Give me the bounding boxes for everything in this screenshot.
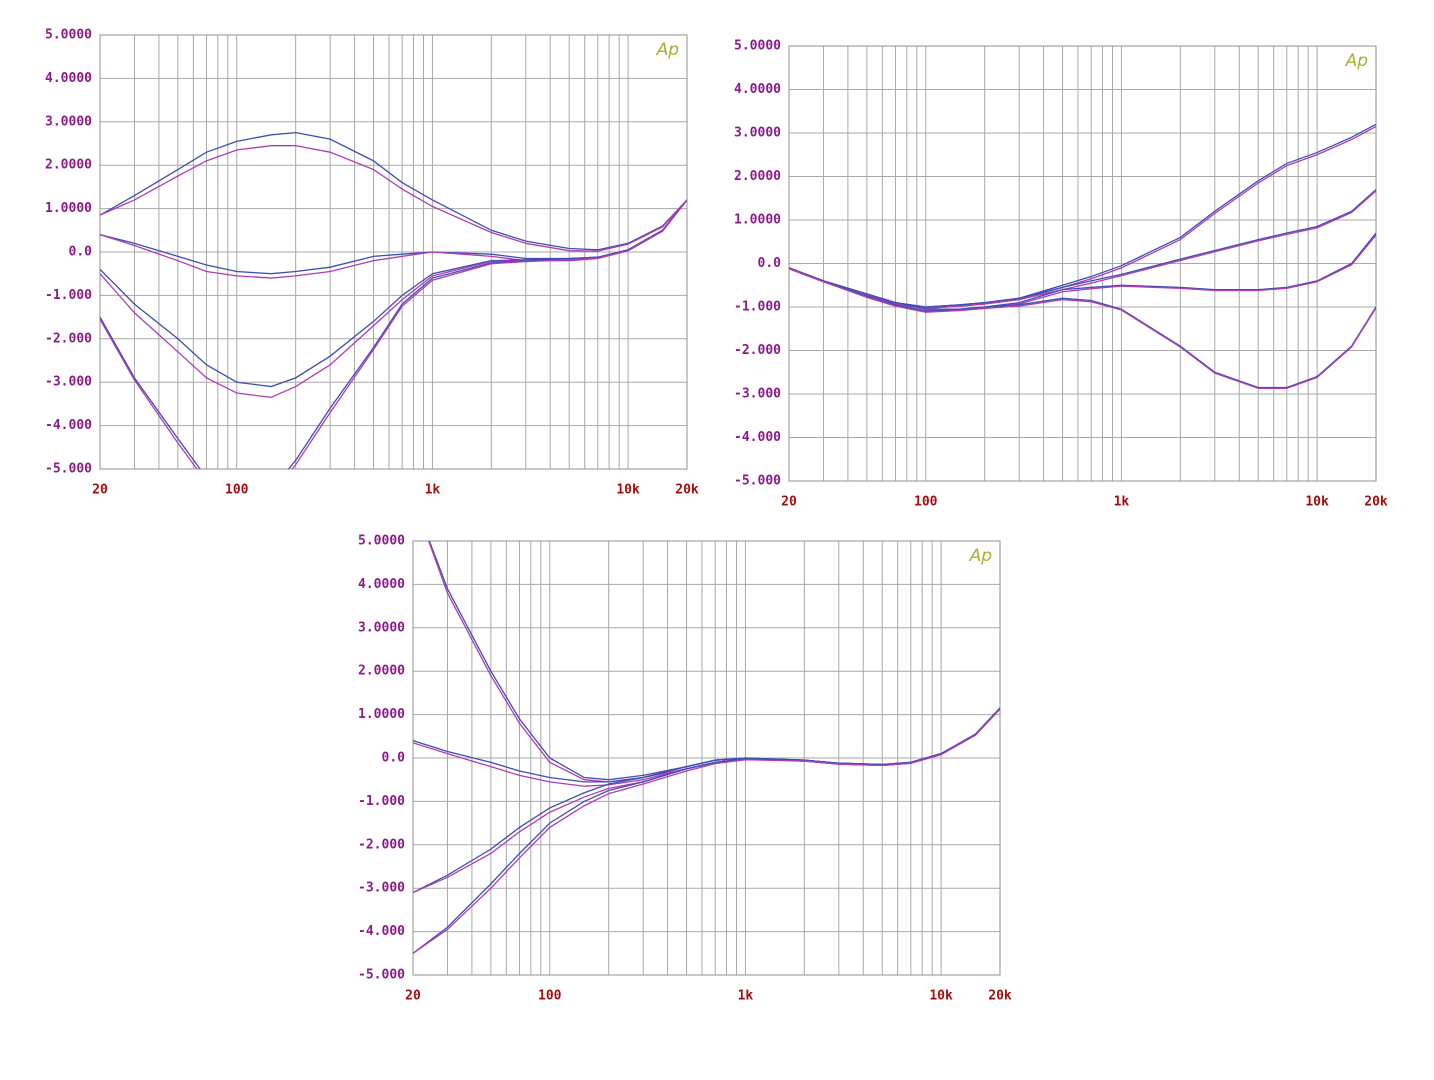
y-tick-label: 2.0000	[358, 664, 405, 679]
plot-border	[788, 45, 1377, 482]
response-line	[413, 708, 1000, 894]
plot-border	[412, 540, 1001, 976]
y-tick-label: 5.0000	[45, 28, 92, 43]
response-line	[413, 707, 1000, 894]
y-tick-label: 4.0000	[45, 71, 92, 86]
y-tick-label: 2.0000	[45, 158, 92, 173]
annotation: Ap	[656, 40, 680, 60]
y-tick-label: -5.000	[358, 968, 405, 983]
y-tick-label: 5.0000	[358, 534, 405, 549]
plot-lines	[413, 541, 1000, 954]
y-tick-label: 0.0	[758, 256, 782, 271]
y-tick-label: 1.0000	[734, 213, 781, 228]
y-tick-label: -4.000	[358, 924, 405, 939]
y-tick-label: 3.0000	[358, 620, 405, 635]
response-line	[413, 708, 1000, 954]
y-tick-label: -4.000	[734, 430, 781, 445]
y-tick-label: -1.000	[45, 288, 92, 303]
y-tick-label: 4.0000	[358, 577, 405, 592]
response-line	[428, 541, 1000, 781]
response-line	[789, 268, 1376, 389]
annotation: Ap	[969, 546, 993, 566]
response-line	[100, 199, 687, 388]
y-tick-label: 3.0000	[45, 114, 92, 129]
y-tick-label: -4.000	[45, 418, 92, 433]
response-line	[789, 267, 1376, 389]
y-tick-label: 3.0000	[734, 126, 781, 141]
x-tick-label: 20	[781, 495, 797, 510]
y-tick-label: -1.000	[734, 300, 781, 315]
y-tick-label: 1.0000	[358, 707, 405, 722]
response-line	[427, 541, 1000, 783]
y-tick-label: -5.000	[45, 462, 92, 477]
x-tick-label: 20k	[675, 483, 699, 498]
x-tick-label: 100	[914, 495, 938, 510]
response-line	[100, 145, 687, 252]
x-tick-label: 20k	[988, 989, 1012, 1004]
response-line	[100, 131, 687, 251]
x-tick-label: 100	[538, 989, 562, 1004]
y-tick-label: -3.000	[358, 881, 405, 896]
y-tick-label: 0.0	[69, 245, 93, 260]
x-tick-label: 1k	[1114, 495, 1130, 510]
response-line	[413, 707, 1000, 954]
y-tick-label: -2.000	[358, 837, 405, 852]
response-line	[100, 199, 687, 275]
response-line	[789, 190, 1376, 309]
x-tick-label: 10k	[616, 483, 640, 498]
y-tick-label: -3.000	[45, 375, 92, 390]
x-tick-label: 100	[225, 483, 249, 498]
y-tick-label: -5.000	[734, 474, 781, 489]
y-tick-label: 5.0000	[734, 39, 781, 54]
y-tick-label: 2.0000	[734, 169, 781, 184]
y-tick-label: 4.0000	[734, 82, 781, 97]
x-tick-label: 10k	[929, 989, 953, 1004]
y-tick-label: -2.000	[734, 343, 781, 358]
response-line	[413, 708, 1000, 787]
plot-border	[99, 34, 688, 470]
x-tick-label: 1k	[738, 989, 754, 1004]
y-tick-label: -3.000	[734, 387, 781, 402]
response-line	[789, 125, 1376, 309]
y-tick-label: 1.0000	[45, 201, 92, 216]
x-tick-label: 20k	[1364, 495, 1388, 510]
x-tick-label: 1k	[425, 483, 441, 498]
response-line	[100, 199, 687, 469]
response-line	[413, 707, 1000, 783]
plot-lines	[100, 131, 687, 469]
response-line	[100, 199, 687, 399]
y-tick-label: -2.000	[45, 331, 92, 346]
response-line	[789, 123, 1376, 308]
response-line	[100, 199, 687, 469]
x-tick-label: 10k	[1305, 495, 1329, 510]
x-tick-label: 20	[92, 483, 108, 498]
response-line	[789, 232, 1376, 310]
annotation: Ap	[1345, 51, 1369, 71]
x-tick-label: 20	[405, 989, 421, 1004]
y-tick-label: -1.000	[358, 794, 405, 809]
plot-lines	[789, 123, 1376, 389]
response-line	[100, 199, 687, 279]
y-tick-label: 0.0	[382, 751, 406, 766]
